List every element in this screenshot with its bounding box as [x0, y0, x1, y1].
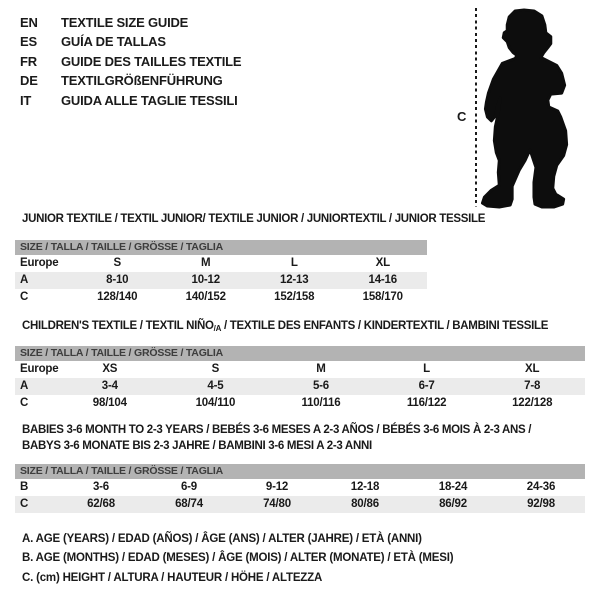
- table-row-age: A 3-4 4-5 5-6 6-7 7-8: [15, 378, 585, 395]
- size-cell: 86/92: [439, 498, 467, 510]
- language-row-it: IT GUIDA ALLE TAGLIE TESSILI: [20, 91, 241, 110]
- language-title: GUIDE DES TAILLES TEXTILE: [61, 53, 242, 69]
- size-cell: 24-36: [526, 481, 556, 493]
- size-cell: 12-18: [350, 481, 380, 493]
- language-code: IT: [20, 92, 32, 108]
- row-label: C: [20, 397, 29, 409]
- row-label: A: [20, 274, 29, 286]
- babies-section-title: BABIES 3-6 MONTH TO 2-3 YEARS / BEBÉS 3-…: [22, 422, 532, 454]
- legend-note-c: C. (cm) HEIGHT / ALTURA / HAUTEUR / HÖHE…: [22, 571, 323, 584]
- language-row-es: ES GUÍA DE TALLAS: [20, 32, 241, 51]
- size-cell: 9-12: [265, 481, 289, 493]
- size-cell: 116/122: [406, 397, 447, 409]
- size-cell: S: [113, 257, 122, 269]
- size-cell: 5-6: [312, 380, 329, 392]
- size-cell: 8-10: [106, 274, 129, 286]
- junior-section-title: JUNIOR TEXTILE / TEXTIL JUNIOR/ TEXTILE …: [22, 213, 486, 225]
- size-cell: 122/128: [512, 397, 553, 409]
- toddler-silhouette-icon: [480, 8, 569, 209]
- height-measure-line: [475, 8, 477, 207]
- size-cell: XS: [102, 363, 118, 375]
- children-title-text: / TEXTILE DES ENFANTS / KINDERTEXTIL / B…: [221, 320, 549, 332]
- language-title-list: EN TEXTILE SIZE GUIDE ES GUÍA DE TALLAS …: [20, 13, 242, 110]
- table-row-age-months: B 3-6 6-9 9-12 12-18 18-24 24-36: [15, 479, 585, 496]
- language-row-en: EN TEXTILE SIZE GUIDE: [20, 13, 241, 32]
- babies-title-line-1: BABIES 3-6 MONTH TO 2-3 YEARS / BEBÉS 3-…: [22, 424, 532, 436]
- size-cell: M: [201, 257, 211, 269]
- children-title-text: CHILDREN'S TEXTILE / TEXTIL NIÑO: [22, 320, 214, 332]
- language-title: TEXTILGRÖßENFÜHRUNG: [61, 73, 223, 89]
- size-cell: 92/98: [527, 498, 555, 510]
- children-section-title: CHILDREN'S TEXTILE / TEXTIL NIÑO/A / TEX…: [22, 320, 548, 333]
- size-cell: 18-24: [438, 481, 468, 493]
- language-title: TEXTILE SIZE GUIDE: [61, 15, 189, 30]
- babies-size-table: SIZE / TALLA / TAILLE / GRÖSSE / TAGLIA …: [15, 464, 585, 513]
- row-label: A: [20, 380, 29, 392]
- size-cell: 74/80: [263, 498, 291, 510]
- language-title: GUÍA DE TALLAS: [61, 34, 166, 50]
- size-cell: 7-8: [524, 380, 541, 392]
- size-cell: 3-6: [92, 481, 110, 493]
- size-cell: 104/110: [195, 397, 236, 409]
- size-cell: 152/158: [274, 291, 315, 303]
- size-header-bar: SIZE / TALLA / TAILLE / GRÖSSE / TAGLIA: [15, 240, 427, 255]
- language-code: ES: [20, 34, 37, 50]
- language-title: GUIDA ALLE TAGLIE TESSILI: [61, 92, 238, 108]
- language-code: FR: [20, 53, 37, 69]
- children-title-subscript: /A: [213, 324, 222, 333]
- row-label: Europe: [20, 257, 59, 269]
- row-label: B: [20, 481, 29, 493]
- legend-note-b: B. AGE (MONTHS) / EDAD (MESES) / ÂGE (MO…: [22, 552, 454, 565]
- row-label: C: [20, 498, 29, 510]
- size-cell: 12-13: [280, 274, 309, 286]
- size-cell: 98/104: [92, 397, 127, 409]
- table-row-height: C 128/140 140/152 152/158 158/170: [15, 289, 427, 306]
- size-cell: 4-5: [207, 380, 224, 392]
- language-code: DE: [20, 73, 38, 89]
- table-row-height: C 62/68 68/74 74/80 80/86 86/92 92/98: [15, 496, 585, 513]
- size-cell: 14-16: [368, 274, 398, 286]
- size-cell: 6-7: [418, 380, 435, 392]
- size-cell: 68/74: [175, 498, 203, 510]
- size-header-bar: SIZE / TALLA / TAILLE / GRÖSSE / TAGLIA: [15, 464, 585, 479]
- size-cell: 128/140: [97, 291, 138, 303]
- language-row-de: DE TEXTILGRÖßENFÜHRUNG: [20, 71, 241, 90]
- size-cell: M: [316, 363, 326, 375]
- size-cell: 140/152: [185, 291, 226, 303]
- size-cell: L: [290, 257, 298, 269]
- size-cell: S: [211, 363, 220, 375]
- row-label: Europe: [20, 363, 59, 375]
- table-row-europe: Europe XS S M L XL: [15, 361, 585, 378]
- legend-notes: A. AGE (YEARS) / EDAD (AÑOS) / ÂGE (ANS)…: [22, 530, 454, 588]
- children-size-table: SIZE / TALLA / TAILLE / GRÖSSE / TAGLIA …: [15, 346, 585, 412]
- size-cell: XL: [375, 257, 390, 269]
- row-label: C: [20, 291, 29, 303]
- language-row-fr: FR GUIDE DES TAILLES TEXTILE: [20, 52, 242, 71]
- size-header-bar: SIZE / TALLA / TAILLE / GRÖSSE / TAGLIA: [15, 346, 585, 361]
- size-cell: 6-9: [180, 481, 198, 493]
- table-row-europe: Europe S M L XL: [15, 255, 427, 272]
- size-cell: 158/170: [362, 291, 403, 303]
- table-row-age: A 8-10 10-12 12-13 14-16: [15, 272, 427, 289]
- size-cell: 3-4: [101, 380, 118, 392]
- height-measure-label: C: [457, 109, 467, 124]
- junior-size-table: SIZE / TALLA / TAILLE / GRÖSSE / TAGLIA …: [15, 240, 427, 306]
- size-cell: 10-12: [191, 274, 221, 286]
- language-code: EN: [20, 15, 38, 30]
- size-cell: 62/68: [87, 498, 115, 510]
- size-cell: XL: [525, 363, 540, 375]
- babies-title-line-2: BABYS 3-6 MONATE BIS 2-3 JAHRE / BAMBINI…: [22, 440, 372, 452]
- table-row-height: C 98/104 104/110 110/116 116/122 122/128: [15, 395, 585, 412]
- size-cell: 80/86: [351, 498, 379, 510]
- legend-note-a: A. AGE (YEARS) / EDAD (AÑOS) / ÂGE (ANS)…: [22, 533, 422, 545]
- size-cell: 110/116: [301, 397, 341, 409]
- size-cell: L: [423, 363, 430, 375]
